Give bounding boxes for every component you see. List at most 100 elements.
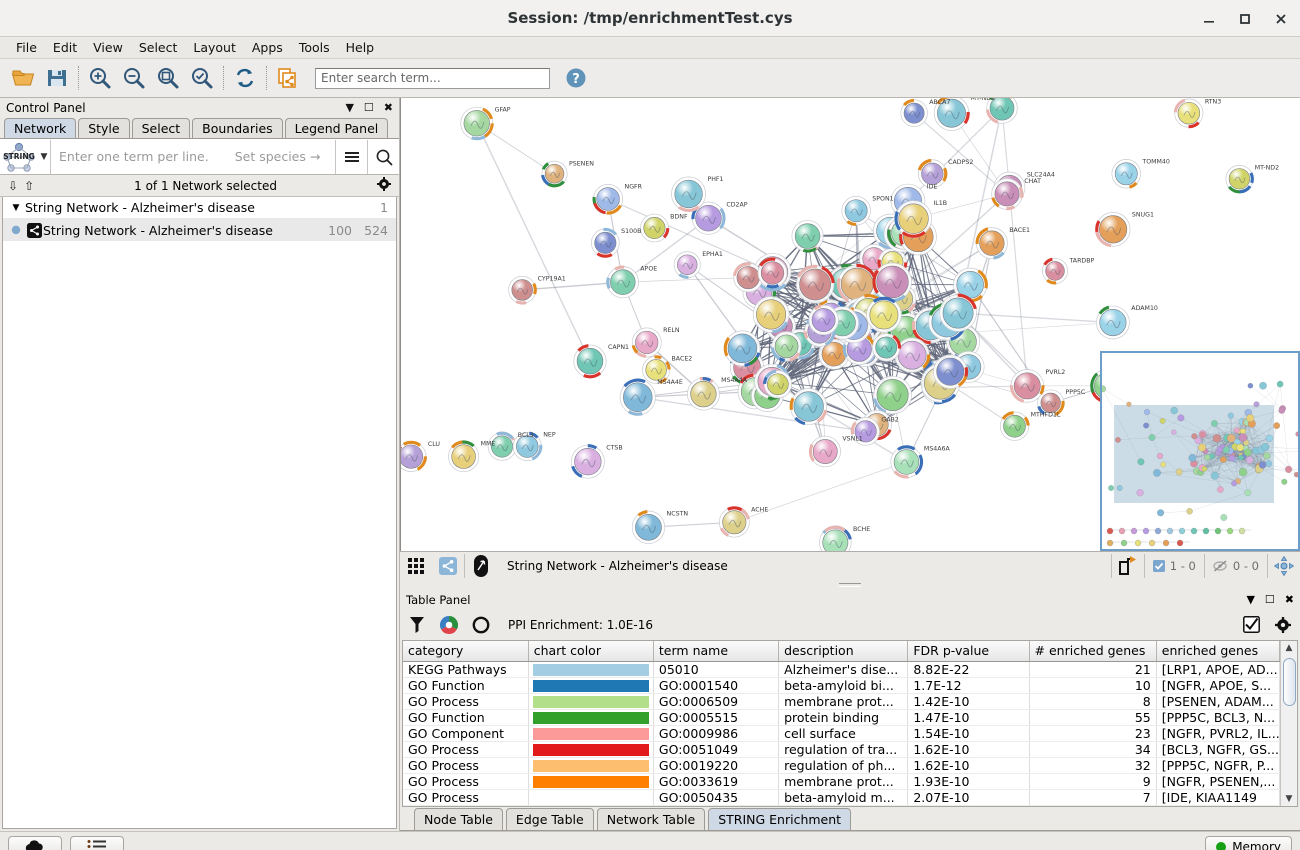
col-term-name[interactable]: term name <box>653 640 780 662</box>
table-row[interactable]: GO Process GO:0050435 beta-amyloid m... 2.0… <box>403 789 1280 806</box>
tab-boundaries[interactable]: Boundaries <box>192 118 283 138</box>
col-chart-color[interactable]: chart color <box>528 640 654 662</box>
chevron-double-up-icon[interactable]: ⇧ <box>24 178 35 193</box>
tree-root-row[interactable]: ▼ String Network - Alzheimer's disease 1 <box>3 197 396 219</box>
memory-status-button[interactable]: Memory <box>1205 835 1292 850</box>
table-row[interactable]: GO Process GO:0006509 membrane prot... 1.42… <box>403 693 1280 710</box>
control-panel-float-icon[interactable]: ☐ <box>363 101 374 114</box>
chevron-double-down-icon[interactable]: ⇩ <box>8 178 19 193</box>
table-row[interactable]: GO Process GO:0033619 membrane prot... 1.93… <box>403 773 1280 790</box>
table-row[interactable]: GO Function GO:0001540 beta-amyloid bi... 1… <box>403 677 1280 694</box>
cell-chart-color <box>528 693 654 710</box>
open-folder-icon[interactable] <box>6 61 40 95</box>
tree-item-node-count: 100 <box>328 222 352 238</box>
tab-legend-panel[interactable]: Legend Panel <box>284 118 389 138</box>
scrollbar-thumb[interactable] <box>1282 657 1296 706</box>
enrichment-table-body[interactable]: KEGG Pathways 05010 Alzheimer's dise... 8.8… <box>403 661 1280 806</box>
scroll-down-arrow-icon[interactable]: ▼ <box>1285 793 1293 804</box>
cloud-icon[interactable] <box>8 835 62 850</box>
selected-nodes-indicator[interactable]: 1 - 0 <box>1145 559 1204 573</box>
svg-text:NCSTN: NCSTN <box>667 510 689 517</box>
network-tree[interactable]: ▼ String Network - Alzheimer's disease 1 <box>2 197 397 829</box>
share-network-view-icon[interactable] <box>432 552 464 580</box>
enrichment-table-wrapper[interactable]: category chart color term name descripti… <box>402 639 1298 807</box>
col-fdr-pvalue[interactable]: FDR p-value <box>907 640 1030 662</box>
zoom-out-icon[interactable] <box>117 61 151 95</box>
cell-description: protein binding <box>778 709 909 726</box>
col-enriched-count[interactable]: # enriched genes <box>1029 640 1157 662</box>
donut-chart-icon[interactable] <box>470 613 492 637</box>
table-row[interactable]: GO Process GO:0019220 regulation of ph... 1… <box>403 757 1280 774</box>
tab-string-enrichment[interactable]: STRING Enrichment <box>708 808 852 830</box>
zoom-selected-icon[interactable] <box>185 61 219 95</box>
menu-tools[interactable]: Tools <box>298 40 330 55</box>
cell-fdr-pvalue: 1.7E-12 <box>907 677 1030 694</box>
control-panel-close-icon[interactable]: ✖ <box>383 101 393 114</box>
string-dropdown-caret-icon[interactable]: ▼ <box>40 151 48 162</box>
enrichment-table[interactable]: category chart color term name descripti… <box>403 640 1280 806</box>
menu-file[interactable]: File <box>16 40 37 55</box>
search-input[interactable]: Enter search term... <box>315 67 550 89</box>
help-question-icon[interactable]: ? <box>564 66 588 90</box>
set-species-link[interactable]: Set species → <box>234 149 321 164</box>
list-icon[interactable] <box>70 835 124 850</box>
tab-node-table[interactable]: Node Table <box>414 808 503 830</box>
maximize-icon[interactable] <box>1236 10 1254 28</box>
cell-enriched-genes: [NGFR, PSENEN,... <box>1156 773 1280 790</box>
table-row[interactable]: GO Component GO:0009986 cell surface 1.54E-… <box>403 725 1280 742</box>
tab-edge-table[interactable]: Edge Table <box>505 808 594 830</box>
table-row[interactable]: GO Function GO:0005515 protein binding 1.47… <box>403 709 1280 726</box>
magnifier-icon[interactable] <box>367 139 399 174</box>
cell-fdr-pvalue: 1.62E-10 <box>907 741 1030 758</box>
string-query-input[interactable]: Enter one term per line. Set species → <box>50 139 335 174</box>
table-row[interactable]: GO Process GO:0051049 regulation of tra...… <box>403 741 1280 758</box>
table-panel-close-icon[interactable]: ✖ <box>1284 593 1294 606</box>
tab-network-table[interactable]: Network Table <box>596 808 706 830</box>
tab-network[interactable]: Network <box>4 118 77 138</box>
gear-icon[interactable] <box>377 177 391 194</box>
zoom-in-icon[interactable] <box>83 61 117 95</box>
export-image-icon[interactable] <box>1112 552 1144 580</box>
col-enriched-genes[interactable]: enriched genes <box>1156 640 1280 662</box>
select-all-checkbox-icon[interactable] <box>1240 613 1262 637</box>
scroll-up-arrow-icon[interactable]: ▲ <box>1285 643 1293 653</box>
menu-view[interactable]: View <box>93 40 123 55</box>
table-panel: Table Panel ▼ ☐ ✖ <box>400 589 1300 831</box>
svg-text:CLU: CLU <box>428 441 441 448</box>
table-settings-gear-icon[interactable] <box>1272 613 1294 637</box>
string-logo-icon[interactable]: STRING <box>0 140 38 174</box>
minimize-icon[interactable] <box>1200 10 1218 28</box>
table-vertical-scrollbar[interactable]: ▲ ▼ <box>1280 640 1297 806</box>
filter-funnel-icon[interactable] <box>406 613 428 637</box>
save-icon[interactable] <box>40 61 74 95</box>
birds-eye-minimap[interactable] <box>1077 350 1300 551</box>
tab-style[interactable]: Style <box>78 118 130 138</box>
table-row[interactable]: KEGG Pathways 05010 Alzheimer's dise... 8.8… <box>403 661 1280 678</box>
fit-content-icon[interactable] <box>1268 552 1300 580</box>
menu-help[interactable]: Help <box>345 40 375 55</box>
panel-splitter[interactable] <box>400 580 1300 590</box>
zoom-fit-icon[interactable] <box>151 61 185 95</box>
col-category[interactable]: category <box>403 640 529 662</box>
tree-expand-triangle-icon[interactable]: ▼ <box>12 202 20 213</box>
table-panel-dropdown-icon[interactable]: ▼ <box>1246 593 1255 606</box>
menu-apps[interactable]: Apps <box>251 40 283 55</box>
hamburger-menu-icon[interactable] <box>335 139 367 174</box>
tree-item-network[interactable]: String Network - Alzheimer's disease 100… <box>3 219 396 241</box>
table-panel-float-icon[interactable]: ☐ <box>1264 593 1275 606</box>
share-network-icon[interactable] <box>271 61 305 95</box>
tab-select[interactable]: Select <box>131 118 191 138</box>
menu-edit[interactable]: Edit <box>52 40 78 55</box>
control-panel-dropdown-icon[interactable]: ▼ <box>345 101 354 114</box>
annotation-icon[interactable] <box>465 552 497 580</box>
close-icon[interactable] <box>1272 10 1290 28</box>
color-wheel-icon[interactable] <box>438 613 460 637</box>
network-view-canvas[interactable]: MT-ND2MT-ND1VSNL1GAB2ADAMTS2PVRL2TOMM40S… <box>400 98 1300 551</box>
menu-layout[interactable]: Layout <box>193 40 236 55</box>
grid-layout-icon[interactable] <box>400 552 432 580</box>
menu-select[interactable]: Select <box>138 40 178 55</box>
refresh-icon[interactable] <box>228 61 262 95</box>
color-swatch <box>532 663 649 676</box>
selected-edges-indicator[interactable]: 0 - 0 <box>1205 559 1267 573</box>
col-description[interactable]: description <box>778 640 909 662</box>
